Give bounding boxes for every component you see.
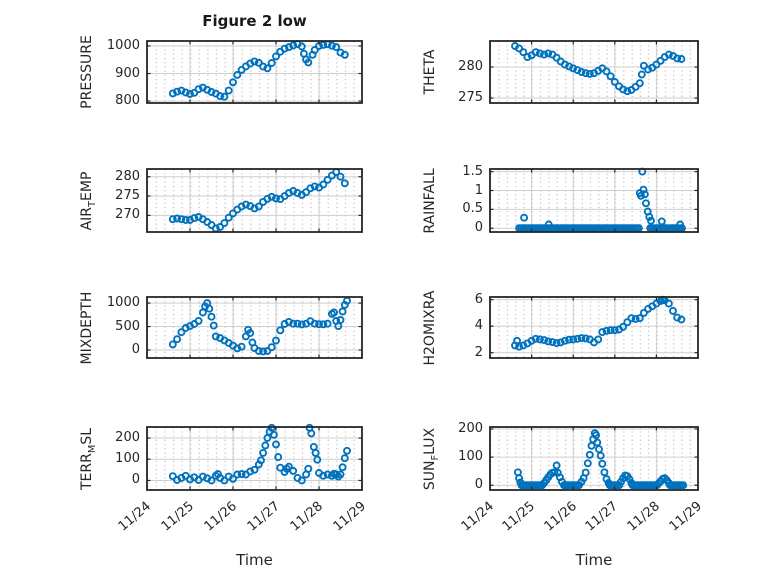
y-tick-label-rainfall: 0	[474, 220, 483, 236]
subplot-mixdepth-plot	[146, 296, 363, 359]
y-tick-label-rainfall: 1	[474, 182, 483, 198]
subplot-pressure-plot	[146, 40, 363, 104]
y-tick-label-terr-msl: 100	[115, 451, 140, 467]
x-tick-label: 11/26	[201, 498, 240, 535]
data-series-pressure	[168, 40, 349, 101]
figure-title: Figure 2 low	[202, 12, 307, 30]
y-tick-label-theta: 275	[458, 90, 483, 106]
y-tick-label-pressure: 900	[115, 65, 140, 81]
y-tick-label-mixdepth: 500	[115, 318, 140, 334]
x-tick-label: 11/28	[624, 498, 663, 535]
y-tick-label-pressure: 800	[115, 93, 140, 109]
y-tick-label-mixdepth: 0	[131, 342, 140, 358]
data-series-theta	[511, 42, 686, 96]
x-tick-label: 11/25	[499, 498, 539, 535]
subplot-terr-msl-plot	[146, 423, 363, 491]
y-tick-label-air-temp: 270	[115, 207, 140, 223]
x-tick-label: 11/29	[666, 498, 705, 535]
y-tick-label-mixdepth: 1000	[106, 295, 140, 311]
subplot-h2omixra-plot	[489, 295, 699, 359]
y-tick-label-h2omixra: 6	[474, 291, 483, 307]
y-tick-label-h2omixra: 4	[474, 318, 483, 334]
y-tick-label-sun-flux: 0	[474, 477, 483, 493]
y-tick-label-rainfall: 1.5	[462, 163, 483, 179]
x-axis-label-right: Time	[575, 551, 613, 569]
x-tick-label: 11/24	[115, 498, 154, 535]
subplot-air-temp-plot	[146, 168, 363, 233]
y-tick-label-sun-flux: 200	[458, 420, 483, 436]
y-axis-label-terr-msl: TERRMSL	[79, 427, 98, 490]
data-series-sun-flux	[513, 429, 688, 490]
x-tick-label: 11/24	[458, 498, 497, 535]
data-series-air-temp	[168, 168, 349, 233]
y-tick-label-terr-msl: 200	[115, 430, 140, 446]
y-tick-label-rainfall: 0.5	[462, 201, 483, 217]
y-tick-label-air-temp: 280	[115, 168, 140, 184]
x-tick-label: 11/29	[330, 498, 369, 535]
y-tick-label-sun-flux: 100	[458, 449, 483, 465]
y-tick-label-pressure: 1000	[106, 37, 140, 53]
y-axis-label-sun-flux: SUNFLUX	[422, 427, 441, 490]
subplot-sun-flux-plot	[489, 426, 699, 491]
y-tick-label-terr-msl: 0	[131, 472, 140, 488]
x-tick-label: 11/27	[582, 498, 622, 535]
x-tick-label: 11/26	[541, 498, 580, 535]
y-tick-label-h2omixra: 2	[474, 344, 483, 360]
data-series-mixdepth	[168, 296, 351, 356]
y-tick-label-theta: 280	[458, 59, 483, 75]
x-tick-label: 11/25	[158, 498, 197, 535]
x-axis-label-left: Time	[236, 551, 273, 569]
x-tick-label: 11/28	[287, 498, 326, 535]
subplot-rainfall-plot	[489, 167, 699, 233]
y-tick-label-air-temp: 275	[115, 188, 140, 204]
x-tick-label: 11/27	[244, 498, 283, 535]
subplot-theta-plot	[489, 40, 699, 104]
